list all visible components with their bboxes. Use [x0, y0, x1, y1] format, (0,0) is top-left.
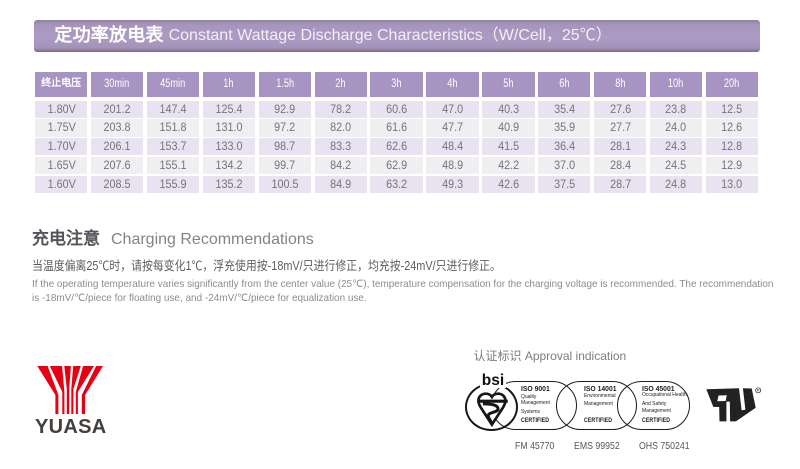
svg-text:R: R: [757, 389, 760, 393]
